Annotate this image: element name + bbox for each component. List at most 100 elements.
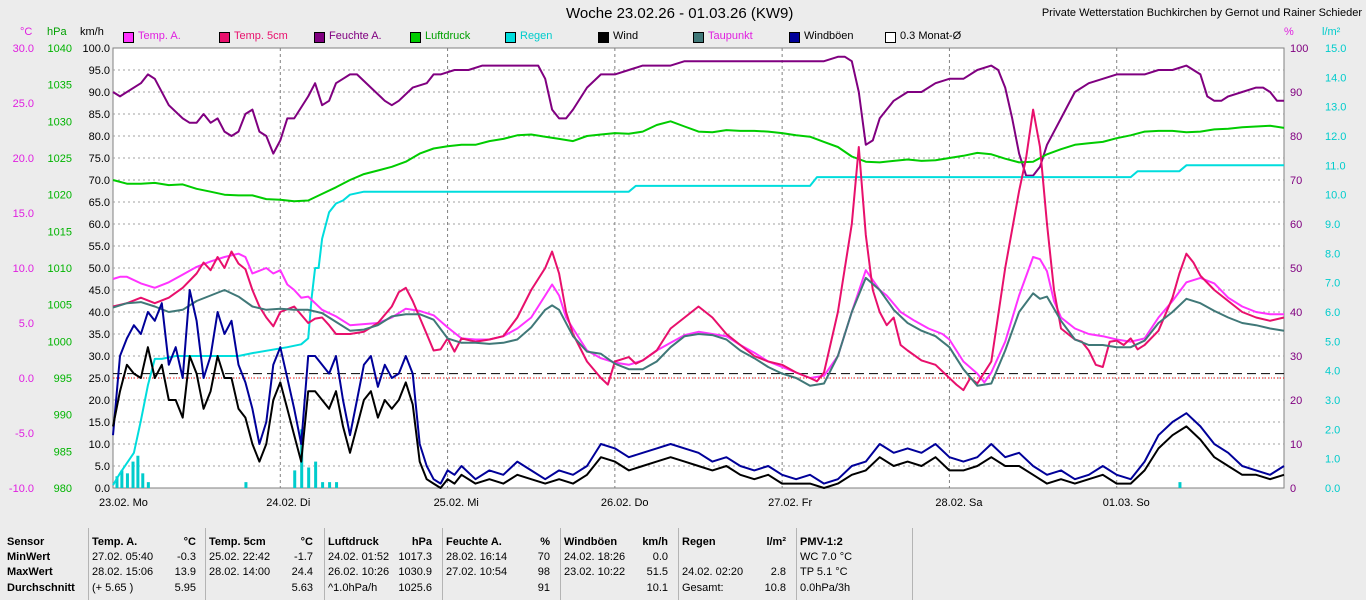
speed-tick-label: 35.0 <box>89 329 110 341</box>
table-section-header: Luftdruck <box>328 536 379 548</box>
speed-tick-label: 80.0 <box>89 131 110 143</box>
table-cell-label: 26.02. 10:26 <box>328 566 390 578</box>
legend-label: Windböen <box>804 30 854 42</box>
rain-bar <box>293 470 297 488</box>
rain-tick-label: 1.0 <box>1325 454 1340 466</box>
speed-tick-label: 60.0 <box>89 219 110 231</box>
rain-tick-label: 13.0 <box>1325 102 1346 114</box>
table-section-header: Feuchte A. <box>446 536 502 548</box>
rain-bar <box>115 476 119 488</box>
legend-swatch <box>693 32 704 43</box>
table-cell-label: TP 5.1 °C <box>800 566 848 578</box>
rain-bar <box>1178 482 1182 488</box>
table-cell-value: 91 <box>537 582 550 594</box>
pressure-tick-label: 1020 <box>48 190 72 202</box>
rain-tick-label: 3.0 <box>1325 395 1340 407</box>
table-cell-label: 24.02. 01:52 <box>328 551 390 563</box>
table-column-separator <box>205 528 206 600</box>
table-column-separator <box>324 528 325 600</box>
speed-tick-label: 0.0 <box>95 483 110 495</box>
table-section-unit: % <box>540 536 550 548</box>
humidity-tick-label: 80 <box>1290 131 1302 143</box>
pressure-axis: 1040 1035 1030 1025 1020 1015 1010 1005 1000 995 9… <box>48 43 72 495</box>
legend-label: Regen <box>520 30 553 42</box>
legend-swatch <box>219 32 230 43</box>
humidity-tick-label: 20 <box>1290 395 1302 407</box>
speed-tick-label: 95.0 <box>89 65 110 77</box>
x-tick-label: 25.02. Mi <box>434 497 479 509</box>
rain-tick-label: 6.0 <box>1325 307 1340 319</box>
legend-label: Temp. A. <box>138 30 181 42</box>
legend-label: Feuchte A. <box>329 30 382 42</box>
series-line-taupunkt <box>112 276 1285 387</box>
series-line-temp-a- <box>112 252 1284 384</box>
rain-bar <box>328 482 332 488</box>
rain-axis: 15.0 14.0 13.0 12.0 11.0 10.0 9.0 8.0 7.0 6.0 5.0 4… <box>1325 43 1346 495</box>
temp-unit-label: °C <box>20 26 33 38</box>
rain-tick-label: 11.0 <box>1325 160 1346 172</box>
humidity-tick-label: 100 <box>1290 43 1308 55</box>
temp-tick-label: 15.0 <box>13 208 34 220</box>
speed-tick-label: 75.0 <box>89 153 110 165</box>
rain-tick-label: 8.0 <box>1325 248 1340 260</box>
table-cell-value: 1017.3 <box>398 551 432 563</box>
series-line-windb-en <box>112 289 1285 485</box>
table-cell-value: 5.63 <box>291 582 313 594</box>
table-cell-value: 10.8 <box>764 582 786 594</box>
humidity-tick-label: 70 <box>1290 175 1302 187</box>
table-cell-label: 28.02. 15:06 <box>92 566 154 578</box>
speed-axis: 100.0 95.0 90.0 85.0 80.0 75.0 70.0 65.0 60.0 55.… <box>82 43 110 495</box>
speed-tick-label: 90.0 <box>89 87 110 99</box>
table-row-label: MaxWert <box>7 566 53 578</box>
table-column-separator <box>796 528 797 600</box>
table-cell-value: 70 <box>537 551 550 563</box>
table-cell-value: 51.5 <box>646 566 668 578</box>
table-section-unit: km/h <box>642 536 668 548</box>
speed-tick-label: 65.0 <box>89 197 110 209</box>
rain-bar <box>131 461 135 488</box>
table-cell-label: 25.02. 22:42 <box>209 551 271 563</box>
rain-tick-label: 10.0 <box>1325 190 1346 202</box>
x-tick-label: 01.03. So <box>1103 497 1150 509</box>
speed-tick-label: 20.0 <box>89 395 110 407</box>
station-credit: Private Wetterstation Buchkirchen by Ger… <box>1041 7 1362 19</box>
temp-tick-label: -5.0 <box>15 428 34 440</box>
rain-tick-label: 15.0 <box>1325 43 1346 55</box>
legend-label: Wind <box>613 30 639 42</box>
x-tick-label: 27.02. Fr <box>768 497 812 509</box>
table-cell-label: 23.02. 10:22 <box>564 566 626 578</box>
table-cell-value: -0.3 <box>177 551 196 563</box>
table-cell-label: 28.02. 14:00 <box>209 566 271 578</box>
rain-tick-label: 4.0 <box>1325 366 1340 378</box>
rain-bar <box>136 455 140 488</box>
temp-tick-label: 20.0 <box>13 153 34 165</box>
speed-tick-label: 15.0 <box>89 417 110 429</box>
speed-tick-label: 55.0 <box>89 241 110 253</box>
humidity-tick-label: 0 <box>1290 483 1296 495</box>
temp-tick-label: 0.0 <box>19 373 34 385</box>
rain-bar <box>120 470 124 488</box>
table-cell-value: 24.4 <box>291 566 313 578</box>
table-cell-value: 2.8 <box>770 566 786 578</box>
table-cell-value: -1.7 <box>294 551 313 563</box>
rain-bar <box>321 482 325 488</box>
pressure-unit-label: hPa <box>47 26 67 38</box>
table-cell-value: 10.1 <box>646 582 668 594</box>
table-section-header: Regen <box>682 536 716 548</box>
pressure-tick-label: 1025 <box>48 153 72 165</box>
chart-title: Woche 23.02.26 - 01.03.26 (KW9) <box>566 5 794 22</box>
table-cell-value: 1025.6 <box>398 582 432 594</box>
table-cell-value: 0.0 <box>652 551 668 563</box>
rain-bar <box>141 473 145 488</box>
series-line-wind <box>112 346 1285 489</box>
pressure-tick-label: 1015 <box>48 226 72 238</box>
pressure-tick-label: 980 <box>54 483 72 495</box>
table-section-header: Windböen <box>564 536 618 548</box>
legend-swatch <box>314 32 325 43</box>
x-axis: 23.02. Mo 24.02. Di 25.02. Mi 26.02. Do 27.0… <box>99 497 1150 509</box>
series-line-temp-5cm <box>112 108 1285 392</box>
rain-bar <box>335 482 339 488</box>
speed-tick-label: 5.0 <box>95 461 110 473</box>
table-column-separator <box>88 528 89 600</box>
